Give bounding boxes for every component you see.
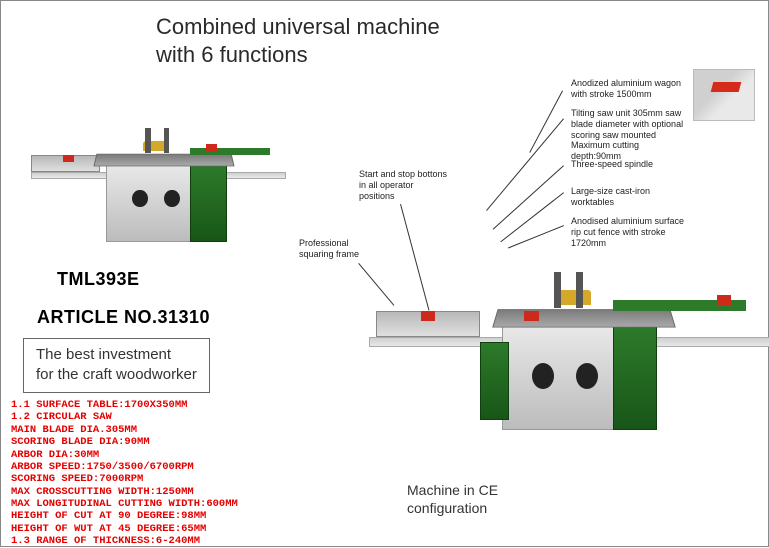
spec-list: 1.1 SURFACE TABLE:1700X350MM 1.2 CIRCULA… — [11, 399, 238, 548]
lead-wagon — [529, 91, 563, 153]
machine-small-illustration — [26, 81, 291, 256]
callout-tilting: Tilting saw unit 305mm saw blade diamete… — [571, 108, 691, 162]
tagline-line1: The best investment — [36, 346, 171, 363]
callout-squaring: Professional squaring frame — [299, 238, 379, 260]
ce-line1: Machine in CE — [407, 482, 498, 498]
page-title: Combined universal machine with 6 functi… — [156, 13, 440, 68]
ce-line2: configuration — [407, 500, 487, 516]
callout-wagon: Anodized aluminium wagon with stroke 150… — [571, 78, 691, 100]
detail-thumbnail — [693, 69, 755, 121]
model-number: TML393E — [57, 269, 140, 290]
article-number: ARTICLE NO.31310 — [37, 307, 210, 328]
callout-worktables: Large-size cast-iron worktables — [571, 186, 691, 208]
lead-squaring — [358, 263, 394, 306]
callout-ripfence: Anodised aluminium surface rip cut fence… — [571, 216, 691, 248]
title-line2: with 6 functions — [156, 42, 308, 67]
tagline-line2: for the craft woodworker — [36, 366, 197, 383]
title-line1: Combined universal machine — [156, 14, 440, 39]
callout-buttons: Start and stop bottons in all operator p… — [359, 169, 449, 201]
callout-spindle: Three-speed spindle — [571, 159, 653, 170]
tagline-box: The best investment for the craft woodwo… — [23, 338, 210, 393]
ce-caption: Machine in CE configuration — [407, 481, 498, 517]
